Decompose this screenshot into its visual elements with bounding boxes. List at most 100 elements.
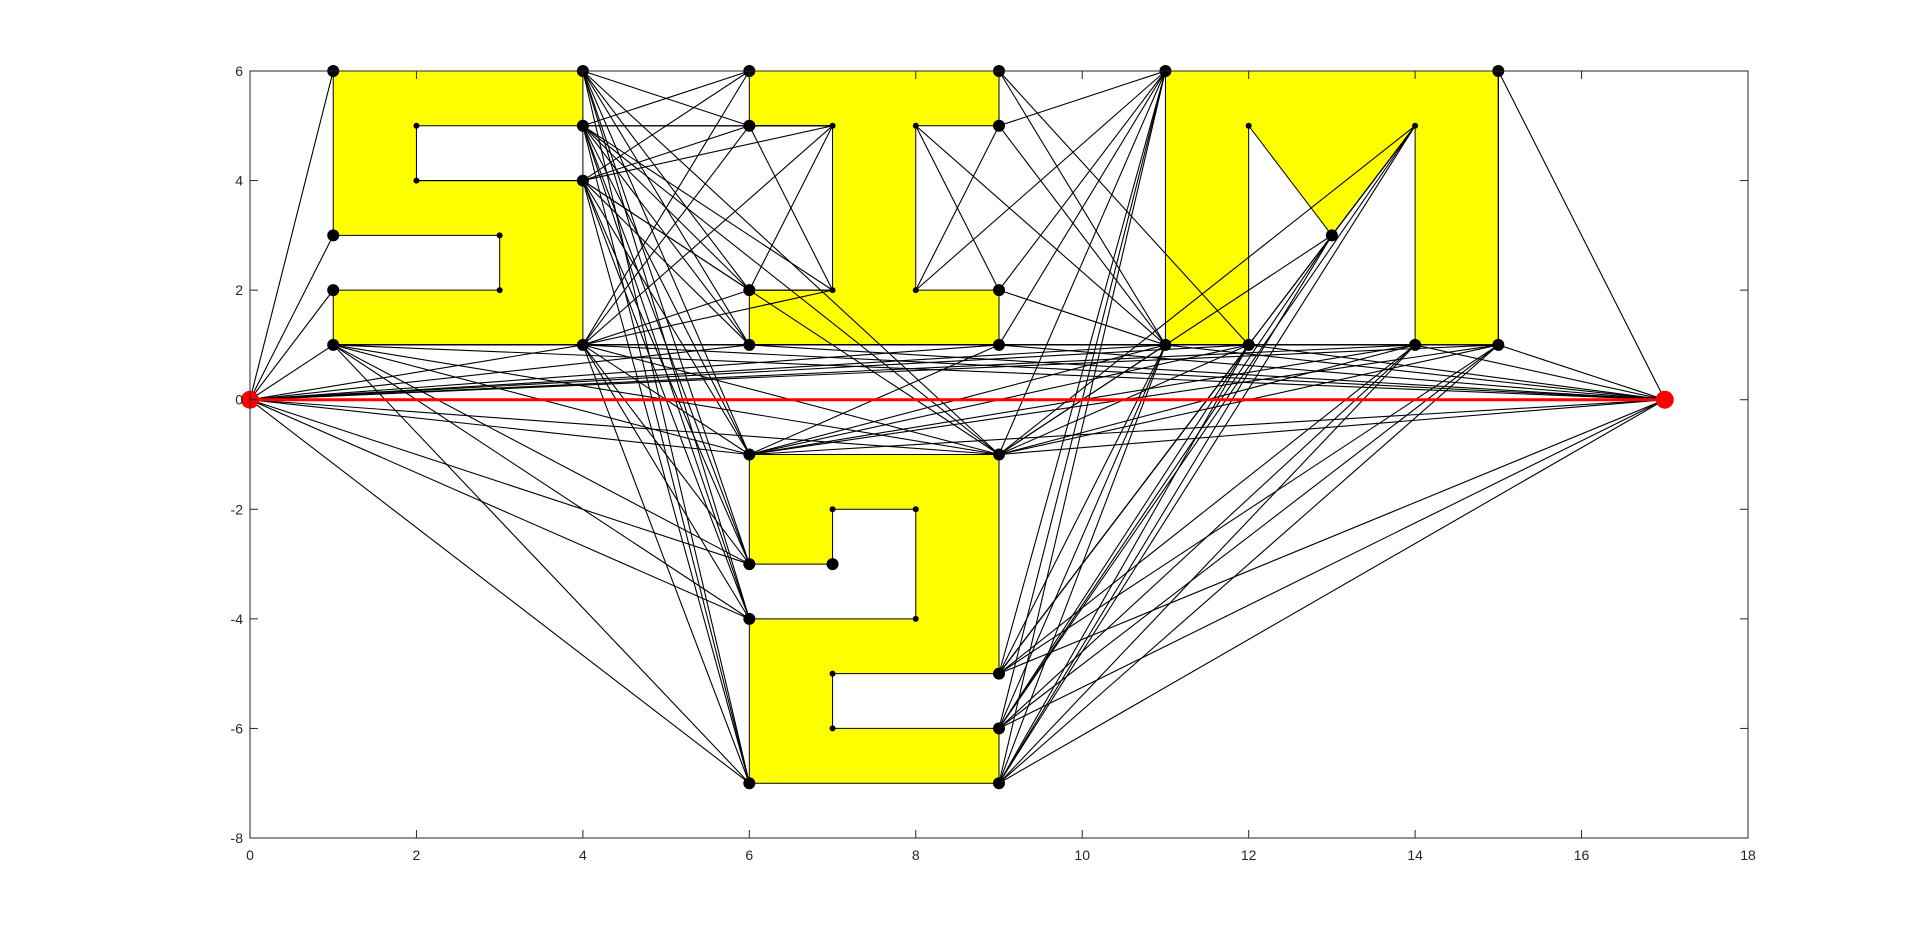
x-tick-label: 6 xyxy=(745,847,753,863)
graph-node xyxy=(1159,338,1172,351)
y-tick-label: 6 xyxy=(235,63,243,79)
visibility-edge xyxy=(998,70,1250,346)
visibility-edge xyxy=(332,344,750,784)
visibility-edge xyxy=(582,70,750,182)
visibility-edge xyxy=(582,289,833,346)
visibility-edge xyxy=(582,125,750,182)
y-tick-label: -6 xyxy=(231,720,244,736)
nodes-layer xyxy=(241,65,1674,790)
minor-vertex xyxy=(1412,122,1419,129)
visibility-edge xyxy=(998,344,1499,729)
y-tick-label: 0 xyxy=(235,392,243,408)
minor-vertex xyxy=(1245,122,1252,129)
visibility-edge xyxy=(998,125,1166,346)
visibility-edge xyxy=(998,399,1665,456)
visibility-edge xyxy=(249,344,334,401)
visibility-edge xyxy=(998,344,1250,784)
y-tick-label: -2 xyxy=(231,501,244,517)
visibility-edge xyxy=(998,125,1416,729)
obstacle-S xyxy=(332,70,584,346)
graph-node xyxy=(576,174,589,187)
visibility-edge xyxy=(582,125,833,182)
tick-labels-layer: 0 2 4 6 8 10 12 14 16 18 -8 -6 -4 -2 0 2 4 6 xyxy=(231,63,1756,863)
visibility-edge xyxy=(998,125,1416,784)
graph-node xyxy=(993,667,1005,680)
graph-node xyxy=(1325,229,1338,242)
visibility-edge xyxy=(998,344,1665,401)
minor-vertex xyxy=(912,615,919,622)
visibility-edge xyxy=(582,344,750,565)
y-tick-label: -8 xyxy=(231,830,244,846)
visibility-edge xyxy=(333,344,1665,401)
minor-vertex xyxy=(413,177,420,184)
visibility-edge xyxy=(582,70,750,346)
graph-node xyxy=(576,119,589,132)
minor-vertex xyxy=(912,506,919,513)
visibility-edge xyxy=(332,344,750,565)
visibility-edge xyxy=(1497,70,1666,400)
visibility-edge xyxy=(582,70,750,127)
goal-point xyxy=(1655,390,1674,409)
graph-node xyxy=(1492,338,1505,351)
minor-vertex xyxy=(912,287,919,294)
axes-box xyxy=(249,70,1749,839)
graph-node xyxy=(743,612,756,625)
y-tick-label: 4 xyxy=(235,173,243,189)
visibility-edge xyxy=(582,180,1000,455)
visibility-edge xyxy=(1498,344,1665,401)
x-tick-label: 8 xyxy=(912,847,920,863)
visibility-edge xyxy=(249,289,334,401)
axes-layer xyxy=(249,70,1749,839)
visibility-edge xyxy=(915,125,1166,346)
x-tick-label: 4 xyxy=(579,847,587,863)
visibility-edge xyxy=(249,344,1249,401)
graph-node xyxy=(1242,338,1255,351)
visibility-edge xyxy=(998,70,1166,346)
x-tick-label: 0 xyxy=(246,847,254,863)
visibility-edge xyxy=(998,344,1416,784)
minor-vertex xyxy=(829,725,836,732)
graph-node xyxy=(327,284,340,297)
visibility-edge xyxy=(582,125,750,346)
visibility-edge xyxy=(332,344,750,620)
visibility-edge xyxy=(249,399,750,784)
visibility-edge xyxy=(1165,344,1665,401)
visibility-edge xyxy=(998,399,1665,675)
y-tick-label: 2 xyxy=(235,282,243,298)
minor-vertex xyxy=(829,670,836,677)
visibility-edge xyxy=(249,399,750,620)
graph-node xyxy=(743,119,756,132)
graph-node xyxy=(743,558,756,571)
visibility-edge xyxy=(249,399,750,456)
graph-node xyxy=(743,448,756,461)
visibility-edge xyxy=(249,344,1416,401)
visibility-edge xyxy=(998,399,1666,729)
graph-node xyxy=(993,722,1005,735)
y-tick-label: -4 xyxy=(231,611,244,627)
graph-node xyxy=(327,338,340,351)
minor-vertex xyxy=(912,122,919,129)
visibility-edge xyxy=(249,70,334,400)
visibility-edge xyxy=(915,70,1166,291)
visibility-edge xyxy=(582,125,833,346)
visibility-edge xyxy=(998,235,1333,784)
visibility-edge xyxy=(998,344,1499,784)
visibility-edge xyxy=(582,180,750,346)
x-tick-label: 2 xyxy=(413,847,421,863)
minor-vertex xyxy=(413,122,420,129)
visibility-edge xyxy=(998,399,1666,784)
x-tick-label: 18 xyxy=(1740,847,1756,863)
visibility-edge xyxy=(582,70,750,784)
graph-node xyxy=(993,119,1005,132)
visibility-edge xyxy=(998,70,1166,291)
minor-vertex xyxy=(829,122,836,129)
x-tick-label: 14 xyxy=(1407,847,1423,863)
visibility-edge xyxy=(582,289,750,346)
minor-vertex xyxy=(496,232,503,239)
visibility-edge xyxy=(998,344,1416,729)
visibility-edge xyxy=(998,70,1166,127)
visibility-edge xyxy=(249,399,1000,456)
visibility-edge xyxy=(249,399,750,565)
visibility-edge xyxy=(998,235,1333,729)
